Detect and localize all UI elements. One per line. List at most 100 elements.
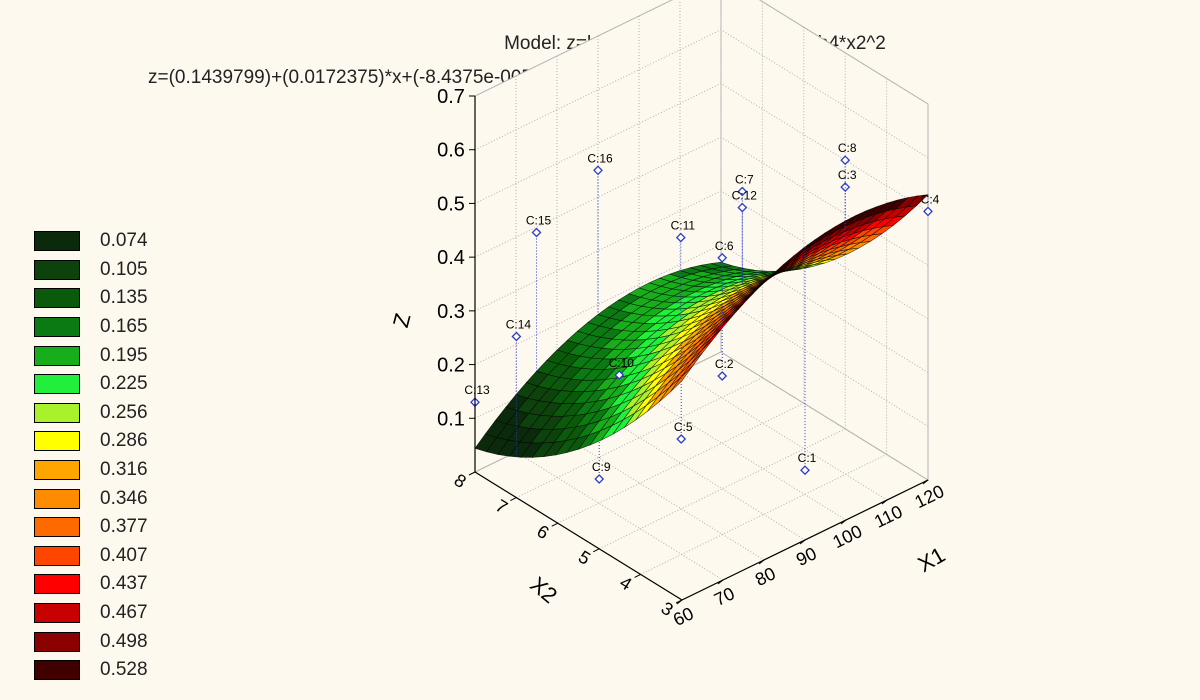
legend-item: 0.256 [34, 399, 148, 428]
y-tick [551, 522, 559, 527]
legend-item: 0.105 [34, 256, 148, 285]
data-point-label: C:6 [715, 239, 734, 253]
legend-swatch [34, 460, 80, 481]
legend-item: 0.377 [34, 513, 148, 542]
legend-label: 0.165 [100, 316, 148, 338]
legend-swatch [34, 345, 80, 366]
legend-label: 0.528 [100, 659, 148, 681]
legend-label: 0.316 [100, 459, 148, 481]
data-point-label: C:7 [735, 172, 754, 186]
y-tick [675, 599, 683, 604]
z-tick-label: 0.7 [437, 86, 465, 108]
x-tick [717, 579, 724, 585]
y-tick [634, 573, 641, 578]
y-tick-label: 5 [575, 547, 594, 569]
y-tick-label: 7 [492, 495, 511, 517]
z-tick-label: 0.3 [437, 301, 465, 323]
data-point-marker [717, 371, 728, 381]
legend-label: 0.346 [100, 487, 148, 509]
legend-item: 0.286 [34, 427, 148, 456]
legend-item: 0.225 [34, 370, 148, 399]
data-point-label: C:3 [838, 168, 857, 182]
data-point-marker [675, 232, 686, 243]
data-point-marker [531, 227, 542, 238]
legend-label: 0.498 [100, 630, 148, 652]
legend-item: 0.437 [34, 570, 148, 599]
legend-label: 0.195 [100, 344, 148, 366]
data-point-label: C:8 [838, 141, 857, 155]
x-axis-title: X1 [914, 542, 950, 577]
x-tick [840, 519, 847, 525]
legend-swatch [34, 488, 80, 509]
y-tick [510, 497, 517, 502]
data-point-label: C:10 [609, 356, 635, 370]
surface-facet [670, 366, 693, 393]
data-point-marker [923, 206, 933, 217]
x-tick [922, 479, 929, 485]
legend-item: 0.074 [34, 227, 148, 256]
y-tick-label: 8 [451, 470, 470, 492]
data-point-marker [717, 252, 728, 263]
legend-item: 0.316 [34, 456, 148, 485]
legend-swatch [34, 374, 80, 395]
x-tick [799, 539, 806, 545]
data-point-label: C:13 [464, 383, 490, 397]
x-tick-label: 70 [711, 583, 738, 610]
data-point-marker [614, 370, 625, 380]
x-tick [881, 499, 888, 505]
color-legend: 0.074 0.105 0.135 0.165 0.195 0.225 0.256 0.286… [34, 227, 148, 685]
data-point-label: C:15 [526, 214, 552, 228]
data-point-label: C:12 [732, 189, 758, 203]
legend-label: 0.225 [100, 373, 148, 395]
legend-swatch [34, 259, 80, 280]
grid-line [474, 82, 722, 204]
legend-swatch [34, 574, 80, 595]
legend-item: 0.165 [34, 313, 148, 342]
grid-line [474, 136, 722, 258]
legend-label: 0.437 [100, 573, 148, 595]
legend-swatch [34, 431, 80, 452]
z-tick-label: 0.1 [437, 408, 465, 430]
legend-swatch [34, 517, 80, 538]
data-point-label: C:5 [674, 420, 693, 434]
z-axis-title: Z [388, 311, 416, 330]
legend-label: 0.256 [100, 401, 148, 423]
data-point-marker [594, 474, 605, 484]
data-point-marker [676, 434, 687, 444]
data-point-label: C:1 [798, 451, 817, 465]
grid-line [474, 244, 722, 366]
legend-label: 0.074 [100, 230, 148, 252]
grid-line [474, 190, 722, 312]
legend-swatch [34, 660, 80, 681]
grid-line [516, 377, 763, 499]
x-tick-label: 110 [871, 501, 906, 532]
legend-swatch [34, 402, 80, 423]
data-point-marker [511, 331, 522, 342]
legend-label: 0.377 [100, 516, 148, 538]
z-tick-label: 0.6 [437, 140, 465, 162]
y-tick [592, 548, 600, 553]
legend-item: 0.346 [34, 484, 148, 513]
legend-label: 0.286 [100, 430, 148, 452]
grid-line [474, 0, 673, 97]
legend-swatch [34, 631, 80, 652]
data-point-label: C:2 [715, 357, 734, 371]
data-point-marker [593, 165, 603, 176]
surface [474, 194, 929, 458]
y-tick-label: 6 [533, 521, 552, 543]
grid-line [640, 453, 887, 575]
legend-swatch [34, 317, 80, 338]
legend-item: 0.407 [34, 542, 148, 571]
legend-label: 0.467 [100, 602, 148, 624]
data-point-marker [737, 202, 748, 213]
data-points: C:1 C:2 C:3 C:4 C:5 C:6 C:7 C:8 C:9 C:10 C:11 C:12 C… [464, 141, 940, 484]
z-tick-label: 0.4 [437, 247, 465, 269]
legend-swatch [34, 288, 80, 309]
legend-swatch [34, 545, 80, 566]
legend-item: 0.528 [34, 656, 148, 685]
y-tick [468, 471, 476, 476]
legend-item: 0.195 [34, 341, 148, 370]
data-point-label: C:9 [592, 460, 611, 474]
grid-line [557, 402, 805, 524]
